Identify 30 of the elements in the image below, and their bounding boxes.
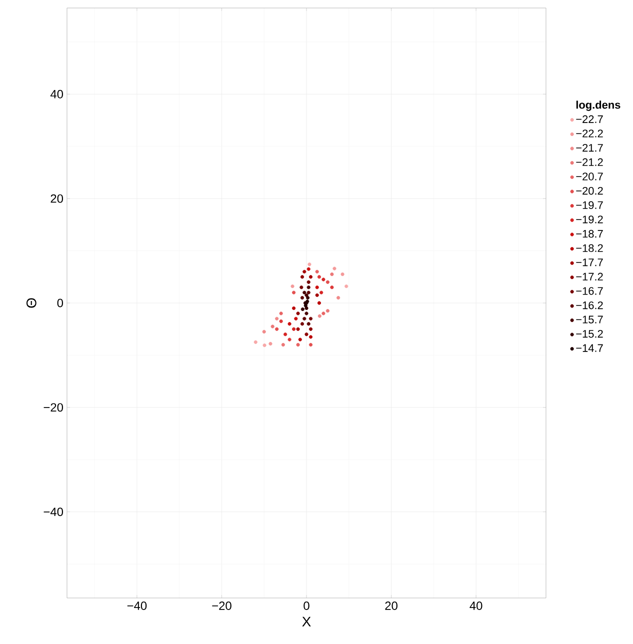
legend-label: −16.2 — [576, 301, 603, 310]
y-tick-label: −20 — [44, 403, 64, 412]
legend-label: −20.2 — [576, 186, 603, 195]
legend-label: −15.2 — [576, 330, 603, 338]
x-axis-title: X — [302, 616, 311, 626]
legend-label: −22.7 — [576, 115, 603, 123]
x-tick-label: 40 — [470, 602, 482, 610]
legend-label: −17.2 — [576, 272, 603, 280]
y-tick-label: 0 — [57, 298, 64, 308]
legend-label: −14.7 — [576, 344, 603, 352]
y-axis-title: Θ — [26, 298, 36, 308]
legend-label: −18.7 — [576, 230, 603, 238]
legend-label: −16.7 — [576, 287, 603, 295]
legend-label: −19.2 — [576, 216, 603, 224]
x-tick-label: −20 — [212, 602, 232, 610]
legend-label: −21.2 — [576, 158, 603, 166]
y-tick-label: 20 — [50, 194, 64, 203]
legend-label: −18.2 — [576, 244, 603, 252]
legend-label: −21.7 — [576, 144, 603, 152]
legend-label: −19.7 — [576, 201, 603, 210]
legend-label: −20.7 — [576, 172, 603, 180]
x-tick-label: 20 — [385, 602, 398, 610]
legend-title: log.dens — [576, 100, 620, 111]
x-tick-label: 0 — [304, 602, 310, 610]
y-tick-label: 40 — [50, 90, 64, 98]
legend-label: −22.2 — [576, 130, 603, 138]
legend-label: −17.7 — [576, 258, 603, 266]
legend-label: −15.7 — [576, 316, 603, 324]
y-tick-label: −40 — [44, 508, 64, 516]
x-tick-label: −40 — [127, 602, 147, 610]
